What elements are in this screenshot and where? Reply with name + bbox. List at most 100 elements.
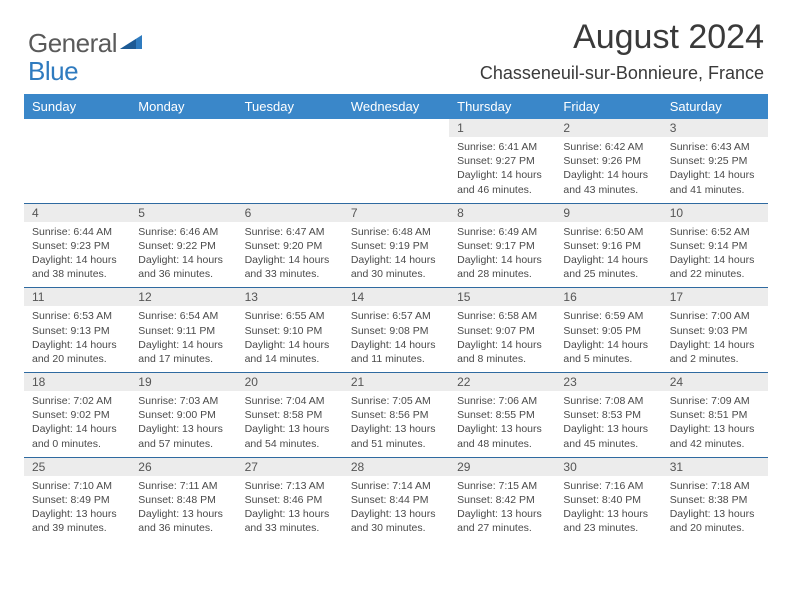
calendar-cell: 9Sunrise: 6:50 AMSunset: 9:16 PMDaylight…: [555, 203, 661, 288]
header: General August 2024 Chasseneuil-sur-Bonn…: [0, 0, 792, 84]
daylight-text: Daylight: 14 hours and 8 minutes.: [457, 338, 547, 366]
sunset-text: Sunset: 8:58 PM: [245, 408, 335, 422]
day-header: Thursday: [449, 94, 555, 119]
daylight-text: Daylight: 14 hours and 38 minutes.: [32, 253, 122, 281]
sunrise-text: Sunrise: 6:59 AM: [563, 309, 653, 323]
sunset-text: Sunset: 9:27 PM: [457, 154, 547, 168]
sunrise-text: Sunrise: 7:06 AM: [457, 394, 547, 408]
daylight-text: Daylight: 14 hours and 36 minutes.: [138, 253, 228, 281]
daylight-text: Daylight: 14 hours and 0 minutes.: [32, 422, 122, 450]
sunrise-text: Sunrise: 6:41 AM: [457, 140, 547, 154]
daylight-text: Daylight: 14 hours and 30 minutes.: [351, 253, 441, 281]
calendar-cell: 21Sunrise: 7:05 AMSunset: 8:56 PMDayligh…: [343, 373, 449, 458]
day-content: Sunrise: 7:10 AMSunset: 8:49 PMDaylight:…: [24, 476, 130, 542]
calendar-cell: 6Sunrise: 6:47 AMSunset: 9:20 PMDaylight…: [237, 203, 343, 288]
sunrise-text: Sunrise: 7:16 AM: [563, 479, 653, 493]
day-content: Sunrise: 7:09 AMSunset: 8:51 PMDaylight:…: [662, 391, 768, 457]
sunrise-text: Sunrise: 7:14 AM: [351, 479, 441, 493]
calendar-cell: 1Sunrise: 6:41 AMSunset: 9:27 PMDaylight…: [449, 119, 555, 203]
sunrise-text: Sunrise: 7:11 AM: [138, 479, 228, 493]
daylight-text: Daylight: 13 hours and 42 minutes.: [670, 422, 760, 450]
logo: General: [28, 28, 144, 59]
day-content: Sunrise: 6:50 AMSunset: 9:16 PMDaylight:…: [555, 222, 661, 288]
sunrise-text: Sunrise: 7:08 AM: [563, 394, 653, 408]
sunset-text: Sunset: 9:08 PM: [351, 324, 441, 338]
calendar-cell: 11Sunrise: 6:53 AMSunset: 9:13 PMDayligh…: [24, 288, 130, 373]
sunset-text: Sunset: 9:10 PM: [245, 324, 335, 338]
page-title: August 2024: [480, 18, 764, 57]
day-number: 7: [343, 204, 449, 222]
calendar-cell: 29Sunrise: 7:15 AMSunset: 8:42 PMDayligh…: [449, 457, 555, 541]
calendar-cell: 27Sunrise: 7:13 AMSunset: 8:46 PMDayligh…: [237, 457, 343, 541]
calendar-cell: ..: [237, 119, 343, 203]
daylight-text: Daylight: 14 hours and 5 minutes.: [563, 338, 653, 366]
calendar-cell: 7Sunrise: 6:48 AMSunset: 9:19 PMDaylight…: [343, 203, 449, 288]
sunset-text: Sunset: 9:13 PM: [32, 324, 122, 338]
calendar-cell: 16Sunrise: 6:59 AMSunset: 9:05 PMDayligh…: [555, 288, 661, 373]
calendar-cell: 10Sunrise: 6:52 AMSunset: 9:14 PMDayligh…: [662, 203, 768, 288]
sunrise-text: Sunrise: 7:10 AM: [32, 479, 122, 493]
sunrise-text: Sunrise: 6:46 AM: [138, 225, 228, 239]
calendar-cell: 28Sunrise: 7:14 AMSunset: 8:44 PMDayligh…: [343, 457, 449, 541]
sunset-text: Sunset: 9:16 PM: [563, 239, 653, 253]
sunrise-text: Sunrise: 7:02 AM: [32, 394, 122, 408]
calendar-cell: ..: [130, 119, 236, 203]
day-content: Sunrise: 6:52 AMSunset: 9:14 PMDaylight:…: [662, 222, 768, 288]
daylight-text: Daylight: 14 hours and 33 minutes.: [245, 253, 335, 281]
day-content: Sunrise: 7:16 AMSunset: 8:40 PMDaylight:…: [555, 476, 661, 542]
day-number: 14: [343, 288, 449, 306]
daylight-text: Daylight: 13 hours and 27 minutes.: [457, 507, 547, 535]
day-number: 4: [24, 204, 130, 222]
sunrise-text: Sunrise: 6:57 AM: [351, 309, 441, 323]
day-content: Sunrise: 6:55 AMSunset: 9:10 PMDaylight:…: [237, 306, 343, 372]
daylight-text: Daylight: 13 hours and 51 minutes.: [351, 422, 441, 450]
calendar-cell: 23Sunrise: 7:08 AMSunset: 8:53 PMDayligh…: [555, 373, 661, 458]
day-content: Sunrise: 6:43 AMSunset: 9:25 PMDaylight:…: [662, 137, 768, 203]
day-content: Sunrise: 6:46 AMSunset: 9:22 PMDaylight:…: [130, 222, 236, 288]
daylight-text: Daylight: 14 hours and 11 minutes.: [351, 338, 441, 366]
sunrise-text: Sunrise: 7:15 AM: [457, 479, 547, 493]
calendar-row: 25Sunrise: 7:10 AMSunset: 8:49 PMDayligh…: [24, 457, 768, 541]
logo-text-blue: Blue: [28, 56, 78, 86]
sunset-text: Sunset: 9:23 PM: [32, 239, 122, 253]
sunrise-text: Sunrise: 7:13 AM: [245, 479, 335, 493]
daylight-text: Daylight: 14 hours and 14 minutes.: [245, 338, 335, 366]
day-content: Sunrise: 6:47 AMSunset: 9:20 PMDaylight:…: [237, 222, 343, 288]
sunset-text: Sunset: 9:00 PM: [138, 408, 228, 422]
calendar-cell: 4Sunrise: 6:44 AMSunset: 9:23 PMDaylight…: [24, 203, 130, 288]
daylight-text: Daylight: 13 hours and 45 minutes.: [563, 422, 653, 450]
daylight-text: Daylight: 13 hours and 23 minutes.: [563, 507, 653, 535]
day-number: 23: [555, 373, 661, 391]
location-label: Chasseneuil-sur-Bonnieure, France: [480, 63, 764, 84]
day-content: Sunrise: 7:15 AMSunset: 8:42 PMDaylight:…: [449, 476, 555, 542]
daylight-text: Daylight: 13 hours and 20 minutes.: [670, 507, 760, 535]
sunset-text: Sunset: 8:42 PM: [457, 493, 547, 507]
day-number: 31: [662, 458, 768, 476]
sunrise-text: Sunrise: 6:54 AM: [138, 309, 228, 323]
day-content: Sunrise: 6:42 AMSunset: 9:26 PMDaylight:…: [555, 137, 661, 203]
calendar-table: Sunday Monday Tuesday Wednesday Thursday…: [24, 94, 768, 541]
calendar-cell: 20Sunrise: 7:04 AMSunset: 8:58 PMDayligh…: [237, 373, 343, 458]
sunrise-text: Sunrise: 7:18 AM: [670, 479, 760, 493]
day-number: 26: [130, 458, 236, 476]
calendar-cell: ..: [24, 119, 130, 203]
calendar-cell: 18Sunrise: 7:02 AMSunset: 9:02 PMDayligh…: [24, 373, 130, 458]
day-number: 19: [130, 373, 236, 391]
day-content: Sunrise: 6:57 AMSunset: 9:08 PMDaylight:…: [343, 306, 449, 372]
sunrise-text: Sunrise: 7:00 AM: [670, 309, 760, 323]
day-number: 28: [343, 458, 449, 476]
day-content: Sunrise: 6:59 AMSunset: 9:05 PMDaylight:…: [555, 306, 661, 372]
day-content: Sunrise: 7:08 AMSunset: 8:53 PMDaylight:…: [555, 391, 661, 457]
sunset-text: Sunset: 9:17 PM: [457, 239, 547, 253]
sunset-text: Sunset: 8:38 PM: [670, 493, 760, 507]
sunrise-text: Sunrise: 7:05 AM: [351, 394, 441, 408]
calendar-row: ........1Sunrise: 6:41 AMSunset: 9:27 PM…: [24, 119, 768, 203]
sunset-text: Sunset: 9:26 PM: [563, 154, 653, 168]
day-header: Tuesday: [237, 94, 343, 119]
calendar-cell: 3Sunrise: 6:43 AMSunset: 9:25 PMDaylight…: [662, 119, 768, 203]
sunset-text: Sunset: 9:19 PM: [351, 239, 441, 253]
day-content: Sunrise: 7:05 AMSunset: 8:56 PMDaylight:…: [343, 391, 449, 457]
day-content: Sunrise: 6:49 AMSunset: 9:17 PMDaylight:…: [449, 222, 555, 288]
sunset-text: Sunset: 8:51 PM: [670, 408, 760, 422]
day-number: 25: [24, 458, 130, 476]
